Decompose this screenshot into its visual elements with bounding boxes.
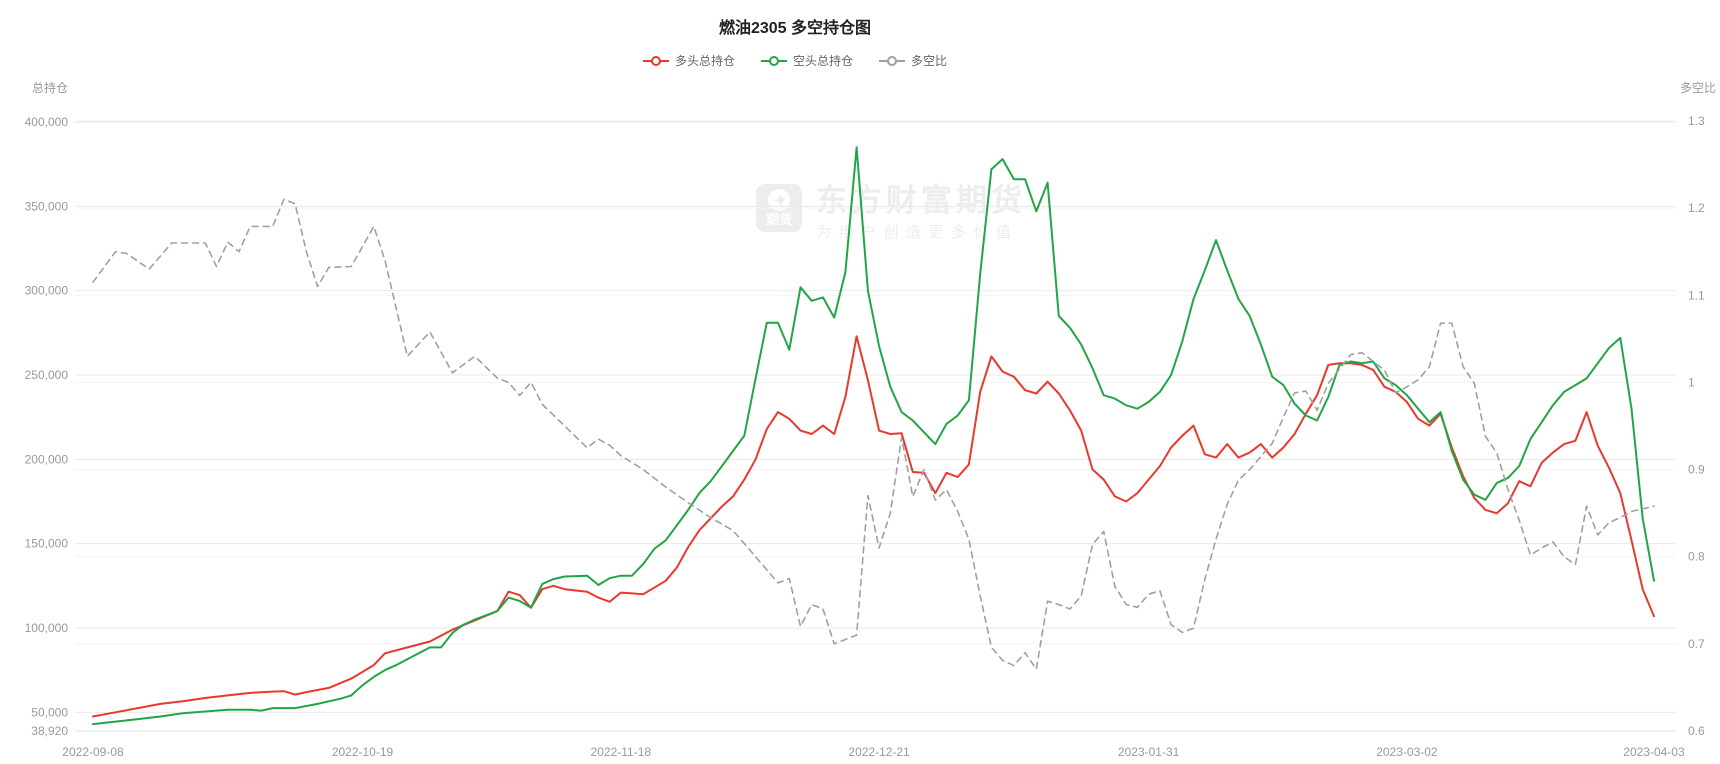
y-axis-label-left: 200,000	[25, 452, 69, 466]
legend-label: 空头总持仓	[792, 54, 853, 68]
x-axis-label: 2023-01-31	[1118, 745, 1180, 759]
line-circle-marker-icon	[642, 55, 669, 66]
x-axis-label: 2022-11-18	[591, 745, 652, 759]
y-axis-label-left: 250,000	[25, 368, 69, 382]
chart-title: 燃油2305 多空持仓图	[718, 20, 872, 37]
y-axis-label-right: 1.2	[1688, 201, 1705, 215]
y-axis-label-left: 150,000	[25, 537, 69, 551]
y-axis-label-right: 0.6	[1688, 724, 1705, 738]
legend-label: 多头总持仓	[674, 54, 735, 68]
legend-label: 多空比	[911, 54, 948, 68]
series-line-long[interactable]	[92, 335, 1655, 718]
y-axis-label-left: 300,000	[25, 284, 69, 298]
x-axis-label: 2022-12-21	[848, 745, 910, 759]
series-line-ratio[interactable]	[92, 198, 1655, 670]
y-axis-name-left: 总持仓	[32, 80, 68, 95]
y-axis-label-right: 0.7	[1688, 637, 1705, 651]
line-circle-marker-icon	[879, 55, 905, 66]
x-axis-label: 2023-03-02	[1376, 745, 1438, 759]
y-axis-label-left: 50,000	[31, 705, 68, 719]
x-axis-label: 2023-04-03	[1623, 745, 1685, 759]
y-axis-label-left: 38,920	[31, 724, 68, 738]
legend-item-ratio[interactable]: 多空比	[879, 52, 947, 69]
y-axis-label-right: 1.1	[1688, 288, 1705, 302]
legend-item-short-position[interactable]: 空头总持仓	[760, 52, 853, 69]
y-axis-label-right: 0.9	[1688, 463, 1705, 477]
chart-header: 燃油2305 多空持仓图	[0, 14, 1590, 38]
y-axis-label-right: 1.3	[1688, 114, 1705, 128]
series-line-short[interactable]	[92, 146, 1655, 726]
y-axis-label-left: 400,000	[25, 115, 69, 129]
x-axis-label: 2022-10-19	[332, 745, 394, 759]
y-axis-label-right: 1	[1688, 375, 1695, 389]
legend-item-long-position[interactable]: 多头总持仓	[642, 52, 735, 69]
y-axis-name-right: 多空比	[1680, 81, 1716, 95]
line-circle-marker-icon	[760, 55, 787, 66]
chart-legend: 多头总持仓 空头总持仓 多空比	[0, 52, 1590, 69]
y-axis-label-left: 350,000	[25, 199, 69, 213]
y-axis-label-left: 100,000	[25, 621, 69, 635]
y-axis-label-right: 0.8	[1688, 550, 1705, 564]
x-axis-label: 2022-09-08	[62, 745, 124, 759]
